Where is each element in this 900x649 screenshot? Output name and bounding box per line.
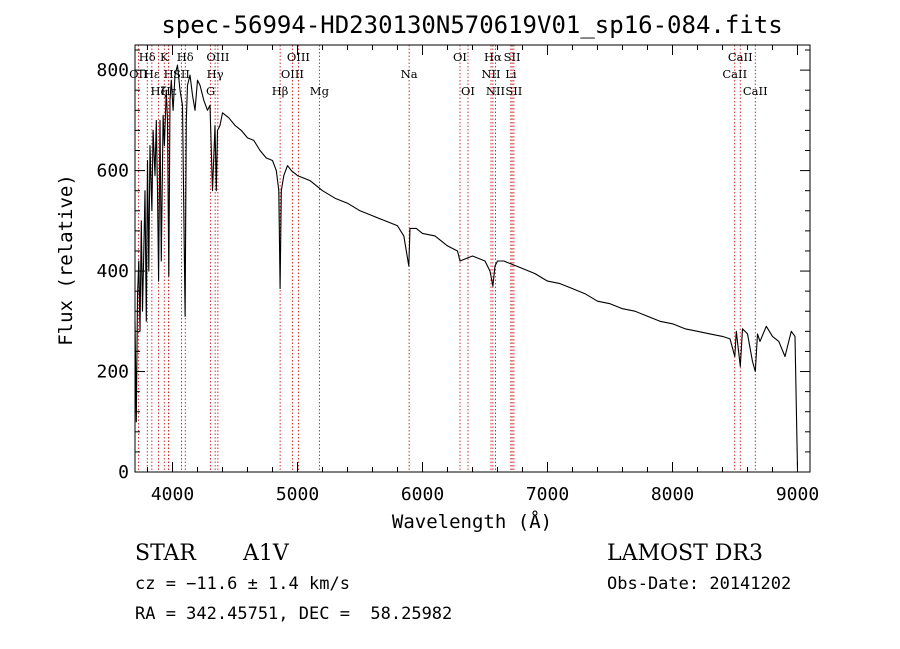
line-label-20: NII	[481, 67, 500, 81]
y-tick-label-600: 600	[96, 161, 129, 182]
line-label-5: H	[164, 67, 174, 81]
x-tick-label-4000: 4000	[151, 484, 194, 505]
line-label-24: SII	[505, 84, 522, 98]
line-markers	[137, 45, 756, 472]
line-label-21: NII	[486, 84, 505, 98]
plot-frame	[134, 44, 811, 473]
line-marker-labels: HδOIIHεHζKHHεSIIHδGOIIIHγHβOIIIOIIIMgNaO…	[129, 50, 768, 98]
line-label-27: CaII	[743, 84, 768, 98]
line-label-3: Hζ	[150, 84, 166, 98]
line-label-18: OI	[461, 84, 475, 98]
x-tick-label-7000: 7000	[526, 484, 569, 505]
x-tick-label-5000: 5000	[276, 484, 319, 505]
x-tick-label-9000: 9000	[776, 484, 819, 505]
coordinates: RA = 342.45751, DEC = 58.25982	[135, 604, 452, 624]
line-label-12: Hβ	[272, 84, 289, 98]
line-label-25: CaII	[722, 67, 747, 81]
x-axis-ticks: 4000 5000 6000 7000 8000 9000	[147, 45, 819, 505]
x-tick-label-6000: 6000	[401, 484, 444, 505]
obs-date: Obs-Date: 20141202	[607, 574, 791, 594]
y-tick-label-400: 400	[96, 261, 129, 282]
line-label-4: K	[160, 50, 169, 64]
line-label-15: Mg	[310, 84, 330, 98]
line-label-0: Hδ	[139, 50, 156, 64]
survey-name: LAMOST DR3	[607, 541, 763, 566]
line-label-22: SII	[504, 50, 521, 64]
line-label-8: Hδ	[177, 50, 194, 64]
chart-title: spec-56994-HD230130N570619V01_sp16-084.f…	[161, 11, 782, 39]
line-label-9: G	[206, 84, 215, 98]
line-label-26: CaII	[728, 50, 753, 64]
x-tick-label-8000: 8000	[651, 484, 694, 505]
line-label-23: Li	[505, 67, 517, 81]
y-tick-label-0: 0	[118, 462, 129, 483]
line-label-19: Hα	[484, 50, 502, 64]
y-tick-label-200: 200	[96, 362, 129, 383]
line-label-11: Hγ	[207, 67, 224, 81]
object-subclass: A1V	[242, 541, 290, 566]
y-tick-label-800: 800	[96, 60, 129, 81]
line-label-17: OI	[453, 50, 467, 64]
spectrum-line	[134, 64, 799, 470]
line-label-7: SII	[173, 67, 190, 81]
object-class: STAR	[135, 541, 197, 566]
line-label-16: Na	[401, 67, 418, 81]
line-label-14: OIII	[281, 67, 304, 81]
spectrum-line-group	[134, 64, 799, 470]
line-label-2: Hε	[144, 67, 160, 81]
line-label-10: OIII	[206, 50, 229, 64]
line-label-6: Hε	[161, 84, 177, 98]
y-axis-label: Flux (relative)	[55, 174, 77, 346]
redshift-text: cz = −11.6 ± 1.4 km/s	[135, 574, 350, 594]
line-label-13: OIII	[287, 50, 310, 64]
x-axis-label: Wavelength (Å)	[392, 510, 552, 533]
y-axis-ticks: 0 200 400 600 800	[96, 49, 810, 483]
